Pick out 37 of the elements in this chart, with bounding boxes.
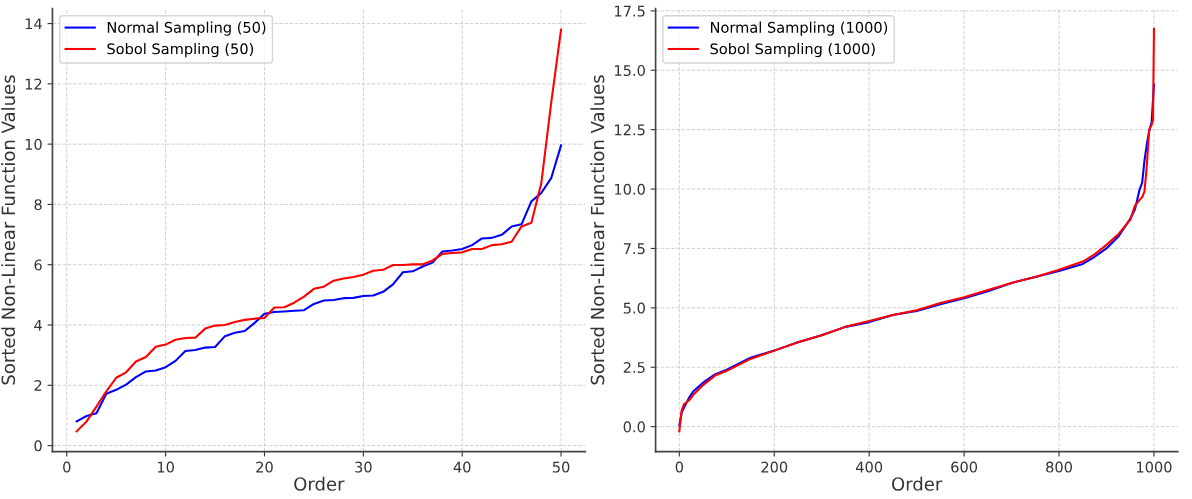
legend-label: Sobol Sampling (50) bbox=[107, 43, 254, 58]
x-axis-title: Order bbox=[892, 476, 943, 491]
legend-label: Normal Sampling (50) bbox=[107, 21, 266, 36]
y-tick-label: 2.5 bbox=[623, 361, 645, 373]
x-tick-label: 50 bbox=[552, 461, 570, 473]
x-tick-label: 600 bbox=[951, 461, 978, 473]
y-tick-label: 10 bbox=[25, 138, 42, 150]
y-tick-label: 7.5 bbox=[623, 243, 645, 255]
y-axis-title: Sorted Non-Linear Function Values bbox=[1, 75, 16, 385]
x-tick-label: 0 bbox=[63, 461, 71, 473]
x-tick-label: 400 bbox=[855, 461, 883, 473]
y-axis-title: Sorted Non-Linear Function Values bbox=[590, 75, 605, 385]
x-tick-label: 200 bbox=[761, 461, 788, 473]
y-tick-label: 6 bbox=[34, 259, 42, 271]
y-tick-label: 0 bbox=[34, 440, 42, 452]
y-tick-label: 12 bbox=[25, 78, 42, 90]
y-tick-label: 12.5 bbox=[615, 124, 645, 136]
y-tick-label: 15.0 bbox=[615, 64, 645, 77]
x-tick-label: 30 bbox=[355, 461, 372, 473]
legend-label: Sobol Sampling (1000) bbox=[710, 43, 875, 58]
x-tick-label: 800 bbox=[1046, 461, 1072, 473]
y-tick-label: 2 bbox=[34, 380, 42, 391]
y-tick-label: 17.5 bbox=[615, 5, 645, 17]
x-tick-label: 10 bbox=[157, 461, 174, 473]
y-tick-label: 0.0 bbox=[623, 421, 645, 433]
y-tick-label: 4 bbox=[34, 319, 42, 331]
x-axis-title: Order bbox=[294, 476, 345, 491]
y-tick-label: 5.0 bbox=[623, 302, 645, 314]
x-tick-label: 20 bbox=[256, 461, 273, 473]
y-tick-label: 14 bbox=[25, 18, 42, 30]
y-tick-label: 8 bbox=[34, 199, 42, 211]
legend-label: Normal Sampling (1000) bbox=[710, 21, 888, 36]
x-tick-label: 40 bbox=[453, 461, 471, 473]
y-tick-label: 10.0 bbox=[615, 183, 645, 195]
line-series bbox=[75, 144, 563, 423]
x-tick-label: 0 bbox=[675, 461, 683, 473]
x-tick-label: 1000 bbox=[1137, 461, 1172, 473]
